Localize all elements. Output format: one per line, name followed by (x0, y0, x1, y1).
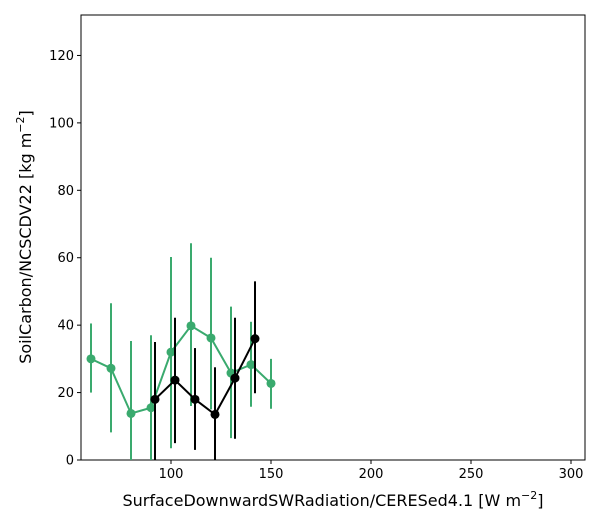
plot-area-border (80, 14, 586, 461)
x-axis-label-unit: W m (485, 491, 522, 510)
data-point (126, 408, 136, 418)
x-tick-label: 150 (259, 467, 284, 482)
series-1 (150, 281, 260, 460)
x-axis-ticks: 100 150 200 250 300 (159, 460, 584, 482)
series-0 (86, 243, 276, 460)
data-point (150, 394, 160, 404)
x-tick-label: 250 (459, 467, 484, 482)
x-axis-label-name: SurfaceDownwardSWRadiation/CERESed4.1 (122, 491, 473, 510)
x-tick-label: 100 (159, 467, 184, 482)
y-tick-label: 60 (57, 251, 74, 266)
x-axis-label: SurfaceDownwardSWRadiation/CERESed4.1 [W… (122, 489, 543, 510)
y-axis-label-unit-exponent: −2 (14, 116, 27, 132)
data-point (186, 321, 196, 331)
plot-frame (80, 14, 586, 461)
y-tick-label: 120 (49, 49, 74, 64)
y-axis-label-name: SoilCarbon/NCSCDV22 (16, 184, 35, 364)
y-tick-label: 100 (49, 116, 74, 131)
y-tick-label: 0 (66, 454, 74, 469)
series-layer (86, 243, 276, 460)
y-axis-label: SoilCarbon/NCSCDV22 [kg m−2] (14, 110, 35, 364)
data-point (266, 378, 276, 388)
y-tick-label: 80 (57, 184, 74, 199)
series-line (154, 338, 256, 416)
y-axis-ticks: 0 20 40 60 80 100 120 (49, 49, 81, 469)
data-point (206, 333, 216, 343)
x-tick-label: 200 (359, 467, 384, 482)
data-point (146, 403, 156, 413)
data-point (210, 409, 220, 419)
y-axis-label-unit: kg m (16, 133, 35, 173)
data-point (106, 363, 116, 373)
series-line (90, 324, 272, 415)
data-point (86, 354, 96, 364)
y-tick-label: 40 (57, 319, 74, 334)
data-point (230, 373, 240, 383)
data-point (246, 360, 256, 370)
x-tick-label: 300 (559, 467, 584, 482)
data-point (166, 347, 176, 357)
data-point (190, 394, 200, 404)
data-point (170, 375, 180, 385)
y-tick-label: 20 (57, 386, 74, 401)
x-axis-label-unit-exponent: −2 (521, 489, 537, 502)
data-point (250, 334, 260, 344)
